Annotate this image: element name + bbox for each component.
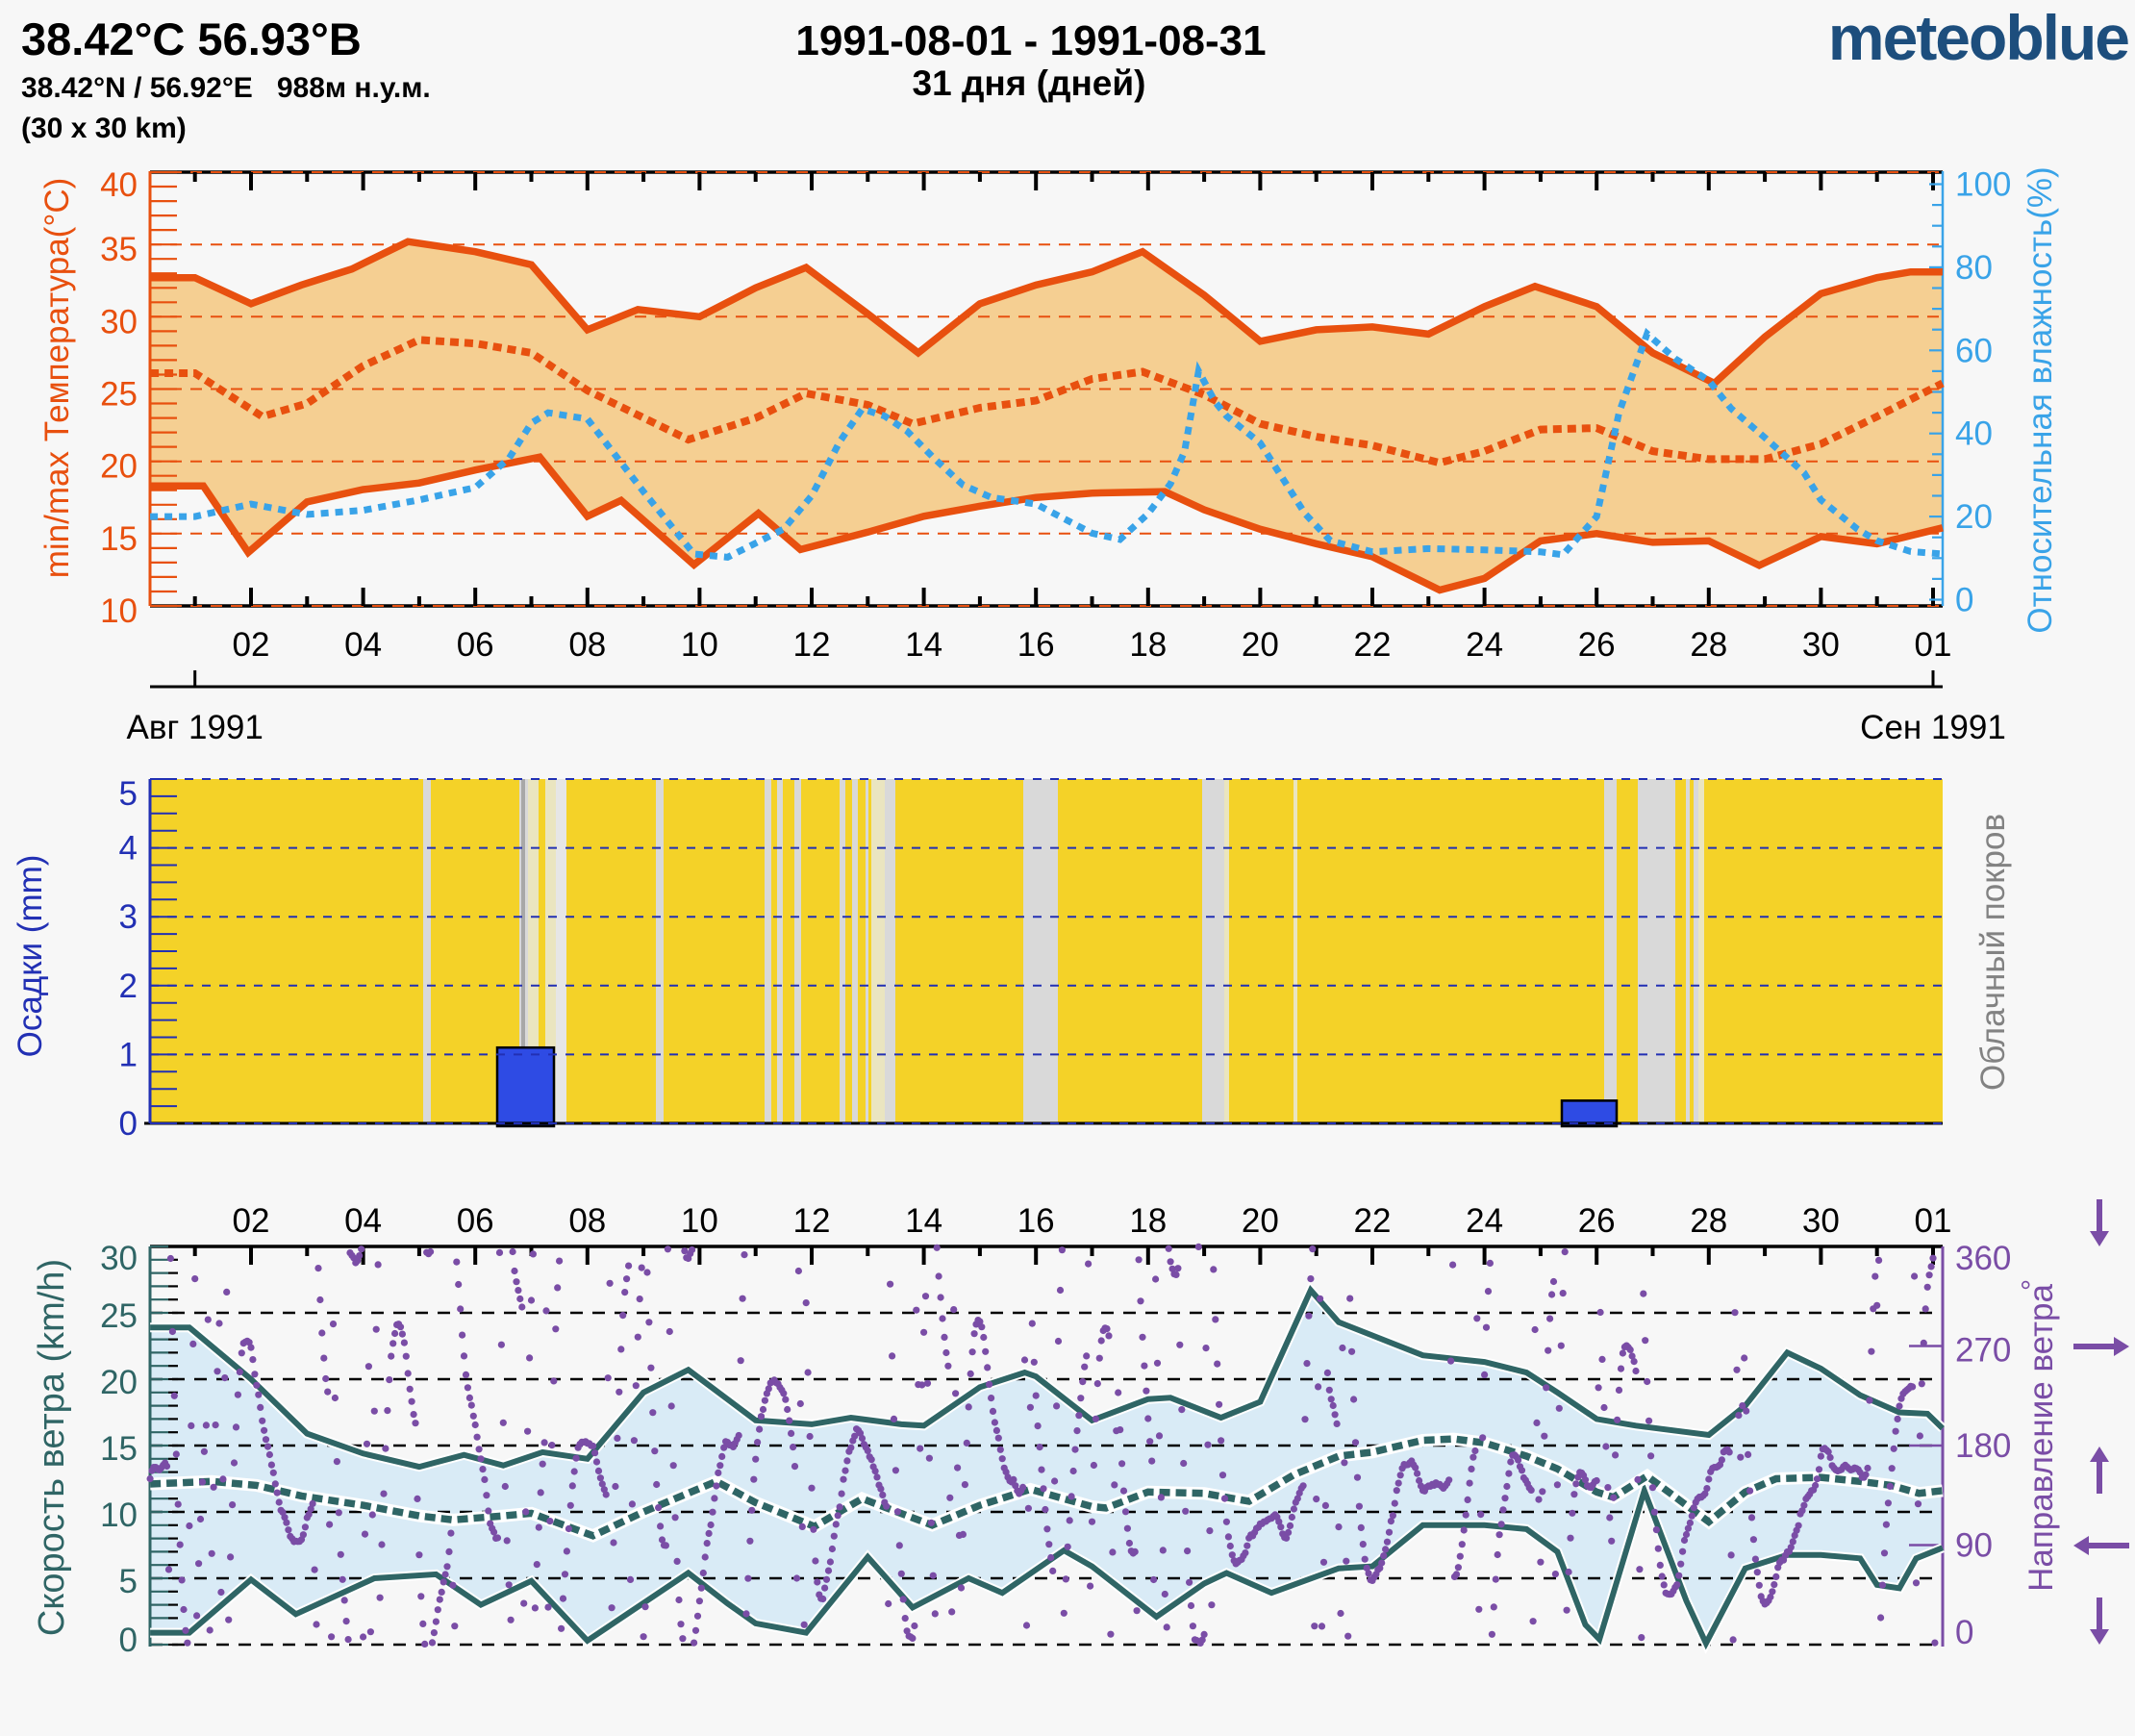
svg-text:31 дня (дней): 31 дня (дней) xyxy=(913,63,1146,103)
svg-text:16: 16 xyxy=(1017,626,1055,664)
svg-text:02: 02 xyxy=(233,626,270,664)
svg-text:60: 60 xyxy=(1955,332,1993,369)
svg-text:180: 180 xyxy=(1955,1427,2011,1465)
svg-text:meteoblue: meteoblue xyxy=(1828,2,2128,73)
svg-text:38.42°N / 56.92°E 988м н.у.м: 38.42°N / 56.92°E 988м н.у.м. xyxy=(21,72,431,104)
svg-text:3: 3 xyxy=(119,898,138,936)
svg-text:28: 28 xyxy=(1690,626,1727,664)
svg-text:0: 0 xyxy=(119,1105,138,1143)
svg-text:02: 02 xyxy=(233,1202,270,1240)
svg-text:90: 90 xyxy=(1955,1527,1993,1565)
svg-text:Направление ветра: Направление ветра xyxy=(2022,1284,2060,1592)
svg-text:04: 04 xyxy=(344,626,382,664)
svg-text:0: 0 xyxy=(1955,582,1973,619)
svg-text:40: 40 xyxy=(1955,415,1993,453)
svg-text:30: 30 xyxy=(1802,1202,1840,1240)
svg-text:Облачный покров: Облачный покров xyxy=(1974,814,2012,1091)
svg-text:min/max Температура(°C): min/max Температура(°C) xyxy=(38,178,76,579)
svg-text:100: 100 xyxy=(1955,166,2011,204)
svg-text:10: 10 xyxy=(100,1497,138,1534)
svg-text:15: 15 xyxy=(100,520,138,558)
svg-text:10: 10 xyxy=(681,626,718,664)
svg-text:40: 40 xyxy=(100,166,138,204)
svg-text:08: 08 xyxy=(568,626,606,664)
svg-text:Авг 1991: Авг 1991 xyxy=(127,709,264,746)
svg-text:25: 25 xyxy=(100,1297,138,1335)
svg-text:80: 80 xyxy=(1955,249,1993,287)
svg-text:1: 1 xyxy=(119,1036,138,1073)
svg-text:24: 24 xyxy=(1466,1202,1503,1240)
svg-text:12: 12 xyxy=(793,1202,831,1240)
svg-text:22: 22 xyxy=(1354,626,1392,664)
svg-text:30: 30 xyxy=(100,1240,138,1277)
svg-text:Сен 1991: Сен 1991 xyxy=(1860,709,2006,746)
svg-text:01: 01 xyxy=(1915,1202,1952,1240)
svg-text:15: 15 xyxy=(100,1430,138,1468)
svg-text:30: 30 xyxy=(100,303,138,340)
svg-text:20: 20 xyxy=(1242,626,1279,664)
svg-text:5: 5 xyxy=(119,775,138,813)
svg-text:(30 x 30 km): (30 x 30 km) xyxy=(21,113,187,144)
svg-text:06: 06 xyxy=(457,1202,494,1240)
svg-text:26: 26 xyxy=(1578,626,1616,664)
svg-text:22: 22 xyxy=(1354,1202,1392,1240)
svg-text:10: 10 xyxy=(100,592,138,630)
svg-text:04: 04 xyxy=(344,1202,382,1240)
svg-text:14: 14 xyxy=(905,626,942,664)
svg-text:°: ° xyxy=(2017,1279,2048,1291)
svg-text:1991-08-01 - 1991-08-31: 1991-08-01 - 1991-08-31 xyxy=(795,17,1266,64)
svg-text:2: 2 xyxy=(119,968,138,1005)
svg-text:Относительная влажность(%): Относительная влажность(%) xyxy=(2022,166,2059,633)
svg-text:08: 08 xyxy=(568,1202,606,1240)
svg-text:Скорость ветра (km/h): Скорость ветра (km/h) xyxy=(32,1259,72,1636)
svg-text:28: 28 xyxy=(1690,1202,1727,1240)
svg-text:360: 360 xyxy=(1955,1240,2011,1277)
svg-text:14: 14 xyxy=(905,1202,942,1240)
svg-text:0: 0 xyxy=(1955,1614,1973,1651)
svg-text:24: 24 xyxy=(1466,626,1503,664)
svg-text:4: 4 xyxy=(119,830,138,868)
svg-text:18: 18 xyxy=(1129,1202,1167,1240)
svg-text:0: 0 xyxy=(119,1622,138,1659)
svg-text:270: 270 xyxy=(1955,1332,2011,1370)
svg-text:10: 10 xyxy=(681,1202,718,1240)
svg-text:20: 20 xyxy=(100,448,138,486)
svg-text:Осадки (mm): Осадки (mm) xyxy=(12,855,49,1058)
svg-text:25: 25 xyxy=(100,376,138,414)
svg-text:38.42°С 56.93°В: 38.42°С 56.93°В xyxy=(21,13,362,64)
svg-text:35: 35 xyxy=(100,231,138,268)
svg-text:12: 12 xyxy=(793,626,831,664)
svg-text:16: 16 xyxy=(1017,1202,1055,1240)
svg-text:30: 30 xyxy=(1802,626,1840,664)
svg-text:5: 5 xyxy=(119,1563,138,1600)
svg-text:26: 26 xyxy=(1578,1202,1616,1240)
svg-text:18: 18 xyxy=(1129,626,1167,664)
svg-text:06: 06 xyxy=(457,626,494,664)
svg-text:20: 20 xyxy=(1242,1202,1279,1240)
svg-text:01: 01 xyxy=(1915,626,1952,664)
svg-text:20: 20 xyxy=(100,1364,138,1401)
svg-text:20: 20 xyxy=(1955,498,1993,536)
